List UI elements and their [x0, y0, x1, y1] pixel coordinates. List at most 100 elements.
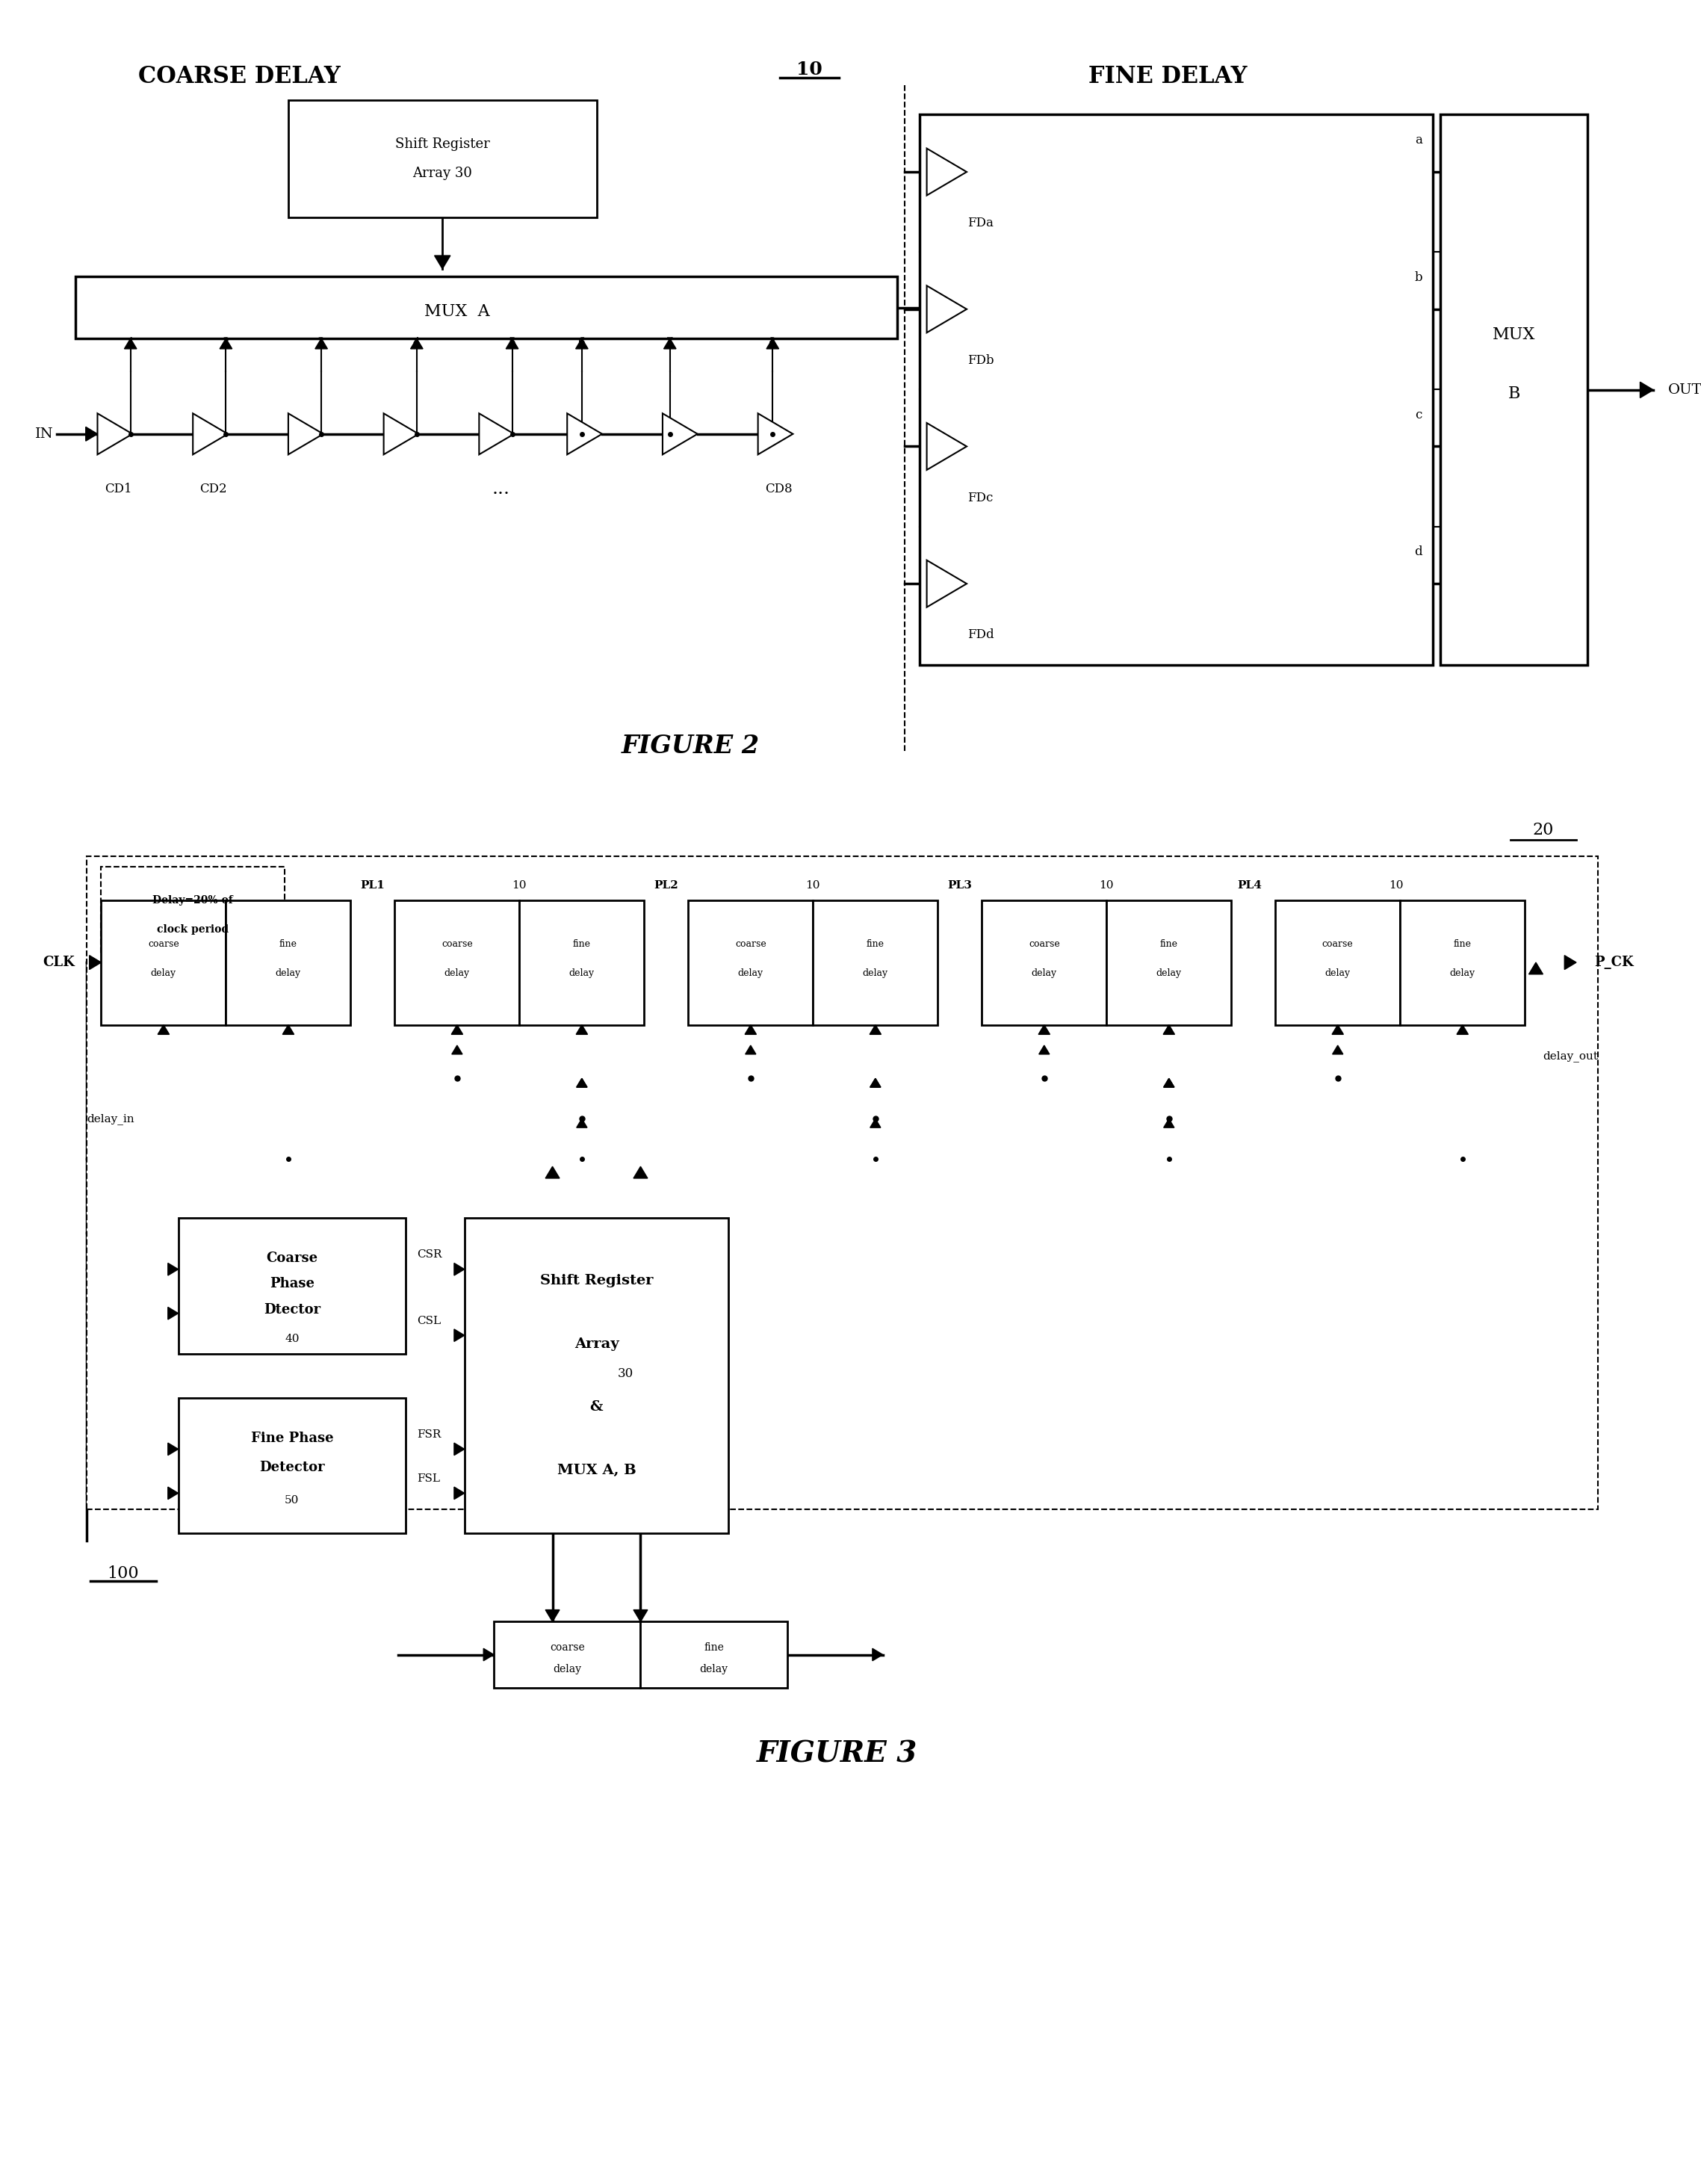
Polygon shape	[480, 413, 514, 454]
Text: 1: 1	[128, 336, 134, 347]
FancyBboxPatch shape	[395, 900, 519, 1024]
Polygon shape	[454, 1444, 464, 1455]
Polygon shape	[1039, 1024, 1050, 1035]
Polygon shape	[1565, 954, 1577, 970]
Text: CD1: CD1	[104, 483, 131, 496]
Polygon shape	[434, 256, 451, 269]
FancyBboxPatch shape	[519, 900, 645, 1024]
Text: a: a	[1415, 133, 1422, 146]
Polygon shape	[1163, 1079, 1174, 1088]
FancyBboxPatch shape	[1400, 900, 1524, 1024]
Text: FDb: FDb	[968, 354, 993, 367]
Polygon shape	[546, 1610, 560, 1621]
Polygon shape	[1456, 1024, 1468, 1035]
Text: 4: 4	[413, 336, 420, 347]
Polygon shape	[566, 413, 602, 454]
Text: 50: 50	[284, 1496, 299, 1505]
Polygon shape	[927, 424, 966, 470]
Text: delay: delay	[553, 1664, 582, 1675]
Text: delay: delay	[1325, 968, 1351, 978]
Polygon shape	[90, 954, 100, 970]
FancyBboxPatch shape	[179, 1219, 407, 1354]
FancyBboxPatch shape	[981, 900, 1107, 1024]
Polygon shape	[577, 1118, 587, 1127]
Polygon shape	[577, 1079, 587, 1088]
FancyBboxPatch shape	[1107, 900, 1232, 1024]
Polygon shape	[1640, 382, 1653, 397]
Polygon shape	[315, 339, 328, 349]
Polygon shape	[871, 1079, 881, 1088]
Polygon shape	[1529, 963, 1543, 974]
FancyBboxPatch shape	[464, 1219, 728, 1533]
FancyBboxPatch shape	[920, 114, 1434, 666]
Text: FSR: FSR	[417, 1428, 441, 1439]
Text: ...: ...	[492, 480, 510, 498]
Text: 10: 10	[806, 880, 820, 891]
Text: d: d	[1414, 546, 1422, 559]
Polygon shape	[871, 1079, 881, 1088]
Polygon shape	[546, 1166, 560, 1177]
Text: 10: 10	[1099, 880, 1114, 891]
Polygon shape	[633, 1610, 648, 1621]
Polygon shape	[1163, 1024, 1175, 1035]
Text: FDa: FDa	[968, 216, 993, 229]
Text: FIGURE 3: FIGURE 3	[757, 1738, 917, 1767]
Text: 20: 20	[1533, 821, 1553, 839]
Text: coarse: coarse	[735, 939, 765, 950]
FancyBboxPatch shape	[287, 100, 597, 218]
Polygon shape	[745, 1046, 755, 1055]
Polygon shape	[410, 339, 424, 349]
Text: CD8: CD8	[765, 483, 793, 496]
Text: fine: fine	[1454, 939, 1471, 950]
Text: Detector: Detector	[259, 1461, 325, 1474]
FancyBboxPatch shape	[1276, 900, 1400, 1024]
Text: 10: 10	[1390, 880, 1403, 891]
Text: IN: IN	[36, 428, 53, 441]
Polygon shape	[85, 426, 97, 441]
Polygon shape	[168, 1262, 179, 1275]
FancyBboxPatch shape	[1441, 114, 1587, 666]
Text: fine: fine	[573, 939, 590, 950]
Text: CSL: CSL	[417, 1315, 441, 1326]
Text: 40: 40	[284, 1334, 299, 1343]
Text: delay_in: delay_in	[87, 1114, 134, 1125]
Text: coarse: coarse	[549, 1642, 585, 1653]
Polygon shape	[505, 339, 519, 349]
Text: PL2: PL2	[653, 880, 679, 891]
Text: Shift Register: Shift Register	[539, 1273, 653, 1289]
Polygon shape	[1332, 1024, 1344, 1035]
Text: CSR: CSR	[417, 1249, 442, 1260]
Text: coarse: coarse	[442, 939, 473, 950]
Text: MUX: MUX	[1492, 328, 1536, 343]
Text: PL1: PL1	[361, 880, 384, 891]
Polygon shape	[454, 1487, 464, 1498]
Text: delay: delay	[1449, 968, 1475, 978]
FancyBboxPatch shape	[87, 856, 1599, 1509]
FancyBboxPatch shape	[493, 1621, 641, 1688]
Text: MUX A, B: MUX A, B	[556, 1463, 636, 1476]
Text: delay: delay	[699, 1664, 728, 1675]
Text: Delay=20% of: Delay=20% of	[153, 895, 233, 906]
Polygon shape	[452, 1046, 463, 1055]
Polygon shape	[577, 1079, 587, 1088]
Text: OUT: OUT	[1669, 382, 1701, 397]
Polygon shape	[745, 1024, 757, 1035]
Polygon shape	[168, 1444, 179, 1455]
Text: CD2: CD2	[199, 483, 228, 496]
FancyBboxPatch shape	[689, 900, 813, 1024]
Text: 10: 10	[796, 61, 822, 79]
Text: &: &	[590, 1400, 604, 1413]
Text: CLK: CLK	[43, 957, 75, 970]
Polygon shape	[1163, 1079, 1174, 1088]
Text: 7: 7	[667, 336, 674, 347]
FancyBboxPatch shape	[75, 275, 898, 339]
Text: 5: 5	[509, 336, 515, 347]
Text: FDc: FDc	[968, 491, 993, 505]
Polygon shape	[168, 1487, 179, 1498]
Text: FIGURE 2: FIGURE 2	[621, 734, 760, 758]
Text: P_CK: P_CK	[1594, 957, 1635, 970]
Text: B: B	[1507, 384, 1521, 402]
Text: delay: delay	[738, 968, 764, 978]
Polygon shape	[767, 339, 779, 349]
Polygon shape	[873, 1649, 883, 1660]
